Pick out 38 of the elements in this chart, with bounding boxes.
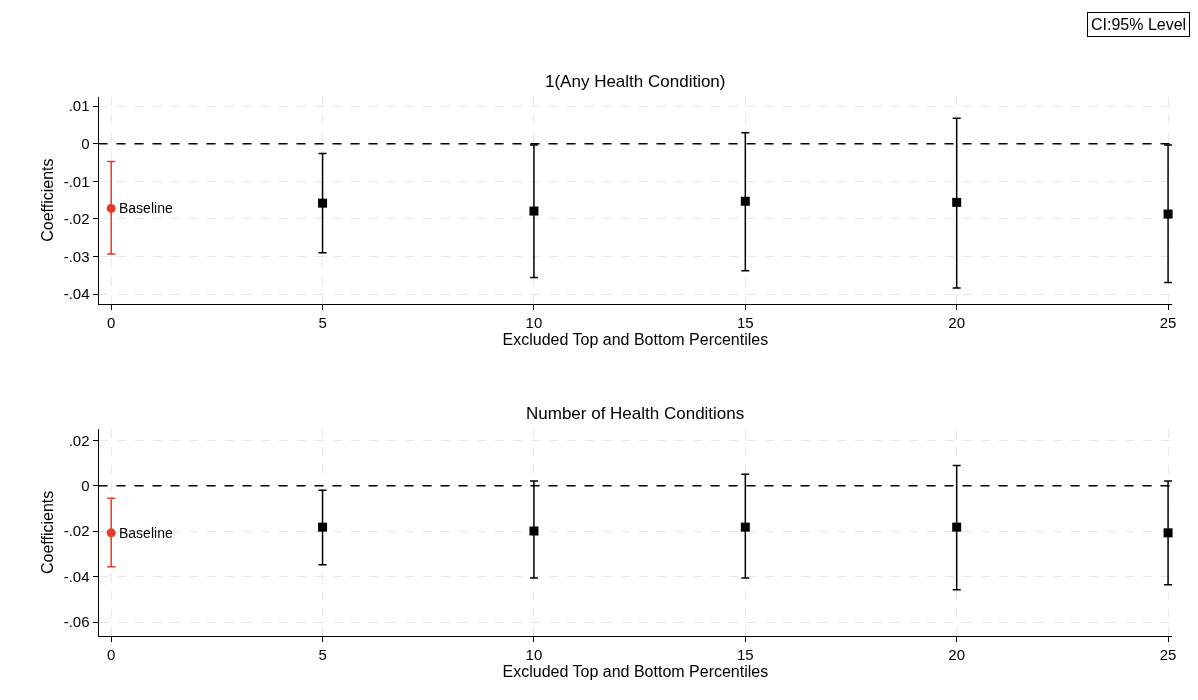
y-tick-label: -.01 [63,172,90,190]
x-axis-title: Excluded Top and Bottom Percentiles [502,331,769,349]
y-tick-label: .02 [68,431,90,449]
point [740,196,750,206]
x-tick-label: 10 [525,645,543,663]
y-tick-label: -.02 [63,522,90,540]
y-tick-label: .01 [68,97,90,115]
point [529,206,539,216]
y-axis-title: Coefficients [38,158,56,242]
x-tick-label: 25 [1159,645,1177,663]
series-label: Baseline [119,525,173,541]
x-tick-label: 20 [948,313,966,331]
x-tick-label: 15 [736,645,754,663]
x-tick-label: 20 [948,645,966,663]
x-tick-label: 25 [1159,313,1177,331]
y-tick-label: -.03 [63,247,90,265]
y-axis-title: Coefficients [38,490,56,575]
y-tick-label: -.06 [63,613,90,631]
point [106,203,116,213]
x-tick-label: 5 [318,313,327,331]
point [318,198,328,208]
y-tick-label: -.04 [63,567,90,585]
chart-title: Number of Health Conditions [526,404,745,423]
y-tick-label: -.02 [63,210,90,228]
x-tick-label: 10 [525,313,543,331]
x-tick-label: 0 [107,645,116,663]
x-tick-label: 0 [107,313,116,331]
y-tick-label: 0 [81,135,90,152]
chart-title: 1(Any Health Condition) [545,72,726,91]
x-tick-label: 15 [736,313,754,331]
x-axis-title: Excluded Top and Bottom Percentiles [502,663,769,681]
y-tick-label: -.04 [63,285,90,303]
series-label: Baseline [119,200,173,216]
point [952,197,962,207]
text: CI:95% Level [1091,16,1187,33]
x-tick-label: 5 [318,645,327,663]
point [1163,209,1173,219]
y-tick-label: 0 [81,477,90,495]
